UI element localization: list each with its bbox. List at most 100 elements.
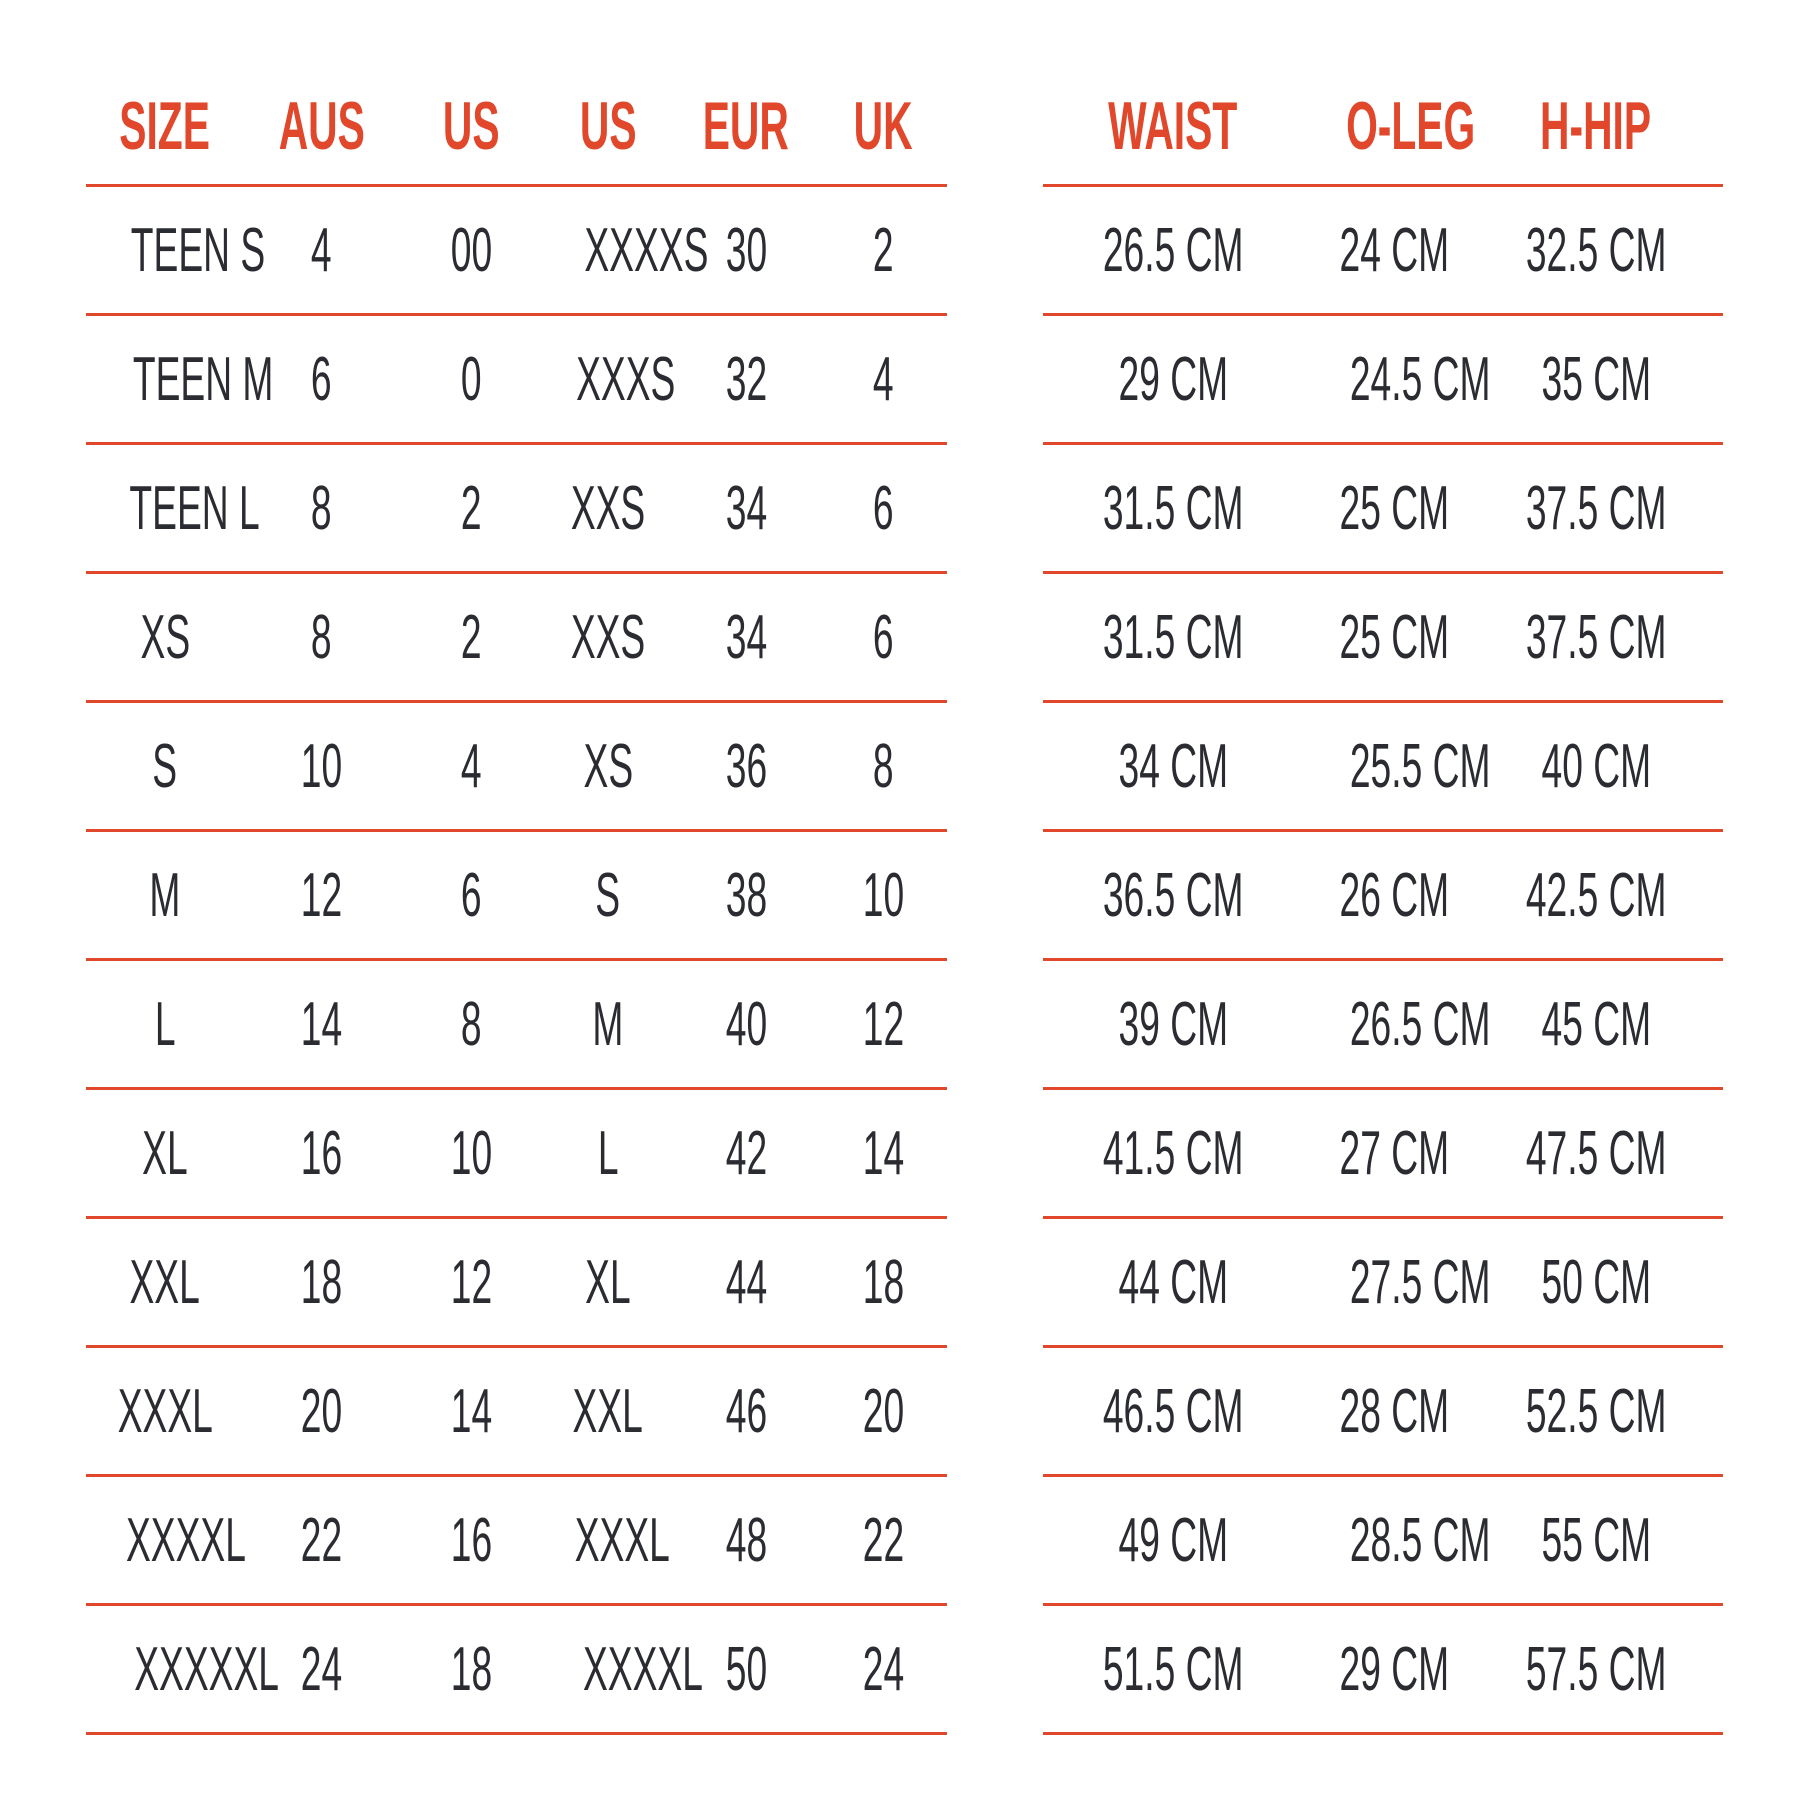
cell-text: XXL	[129, 1247, 201, 1317]
cell-text: 14	[862, 1118, 904, 1188]
table-cell: 31.5 CM	[1043, 473, 1303, 544]
cell-text: H-HIP	[1540, 88, 1652, 164]
table-cell: 16	[244, 1118, 399, 1189]
cell-text: 45 CM	[1541, 989, 1651, 1059]
cell-text: 25 CM	[1339, 473, 1450, 543]
cell-text: AUS	[278, 88, 365, 164]
cell-text: 50 CM	[1541, 1247, 1651, 1317]
table-cell: 29 CM	[1043, 344, 1303, 415]
table-cell: 22	[819, 1505, 947, 1576]
table-cell: 42	[673, 1118, 819, 1189]
table-cell: M	[86, 860, 244, 931]
cell-text: TEEN S	[130, 215, 266, 285]
cell-text: EUR	[702, 88, 790, 164]
table-row: XXXXXL 24 18 XXXXL 50 24	[86, 1606, 947, 1735]
table-cell: 29 CM	[1303, 1634, 1469, 1705]
cell-text: 14	[300, 989, 343, 1059]
table-cell: 18	[399, 1634, 543, 1705]
cell-text: 51.5 CM	[1102, 1634, 1244, 1704]
table-cell: XXXXS	[543, 215, 708, 286]
cell-text: 18	[300, 1247, 343, 1317]
cell-text: 34	[725, 602, 767, 672]
table-row: TEEN M 6 0 XXXS 32 4	[86, 316, 947, 445]
table-cell: 42.5 CM	[1469, 860, 1723, 931]
table-cell: 8	[399, 989, 543, 1060]
cell-text: 47.5 CM	[1525, 1118, 1667, 1188]
cell-text: 10	[450, 1118, 492, 1188]
cell-text: 2	[872, 215, 894, 285]
table-cell: XS	[86, 602, 244, 673]
cell-text: 24	[300, 1634, 343, 1704]
cell-text: 8	[311, 473, 332, 543]
table-cell: 27 CM	[1303, 1118, 1469, 1189]
cell-text: XXXL	[117, 1376, 213, 1446]
cell-text: 32	[725, 344, 767, 414]
cell-text: 38	[725, 860, 767, 930]
cell-text: 44 CM	[1118, 1247, 1228, 1317]
cell-text: 27.5 CM	[1349, 1247, 1491, 1317]
cell-text: 8	[872, 731, 894, 801]
cell-text: L	[597, 1118, 619, 1188]
cell-text: XXXS	[576, 344, 676, 414]
cell-text: 42.5 CM	[1525, 860, 1667, 930]
table-cell: M	[543, 989, 673, 1060]
table-cell: 26.5 CM	[1043, 215, 1303, 286]
table-cell: XS	[543, 731, 673, 802]
cell-text: UK	[853, 88, 913, 164]
cell-text: XXL	[572, 1376, 644, 1446]
table-cell: 24.5 CM	[1303, 344, 1491, 415]
table-row: L 14 8 M 40 12	[86, 961, 947, 1090]
cell-text: 20	[300, 1376, 343, 1446]
cell-text: 34	[725, 473, 767, 543]
cell-text: 2	[460, 602, 482, 672]
table-cell: XXXL	[543, 1505, 673, 1576]
cell-text: 50	[725, 1634, 767, 1704]
table-cell: 12	[819, 989, 947, 1060]
cell-text: S	[595, 860, 621, 930]
table-cell: 24 CM	[1303, 215, 1469, 286]
table-cell: 22	[244, 1505, 399, 1576]
table-cell: 46.5 CM	[1043, 1376, 1303, 1447]
cell-text: 52.5 CM	[1525, 1376, 1667, 1446]
table-cell: S	[543, 860, 673, 931]
table-cell: 2	[819, 215, 947, 286]
table-cell: 18	[819, 1247, 947, 1318]
table-cell: 34 CM	[1043, 731, 1303, 802]
table-cell: 8	[244, 473, 399, 544]
table-cell: 28 CM	[1303, 1376, 1469, 1447]
cell-text: 37.5 CM	[1525, 602, 1667, 672]
cell-text: 28 CM	[1339, 1376, 1450, 1446]
column-header: US	[399, 79, 543, 165]
table-cell: 12	[244, 860, 399, 931]
cell-text: M	[149, 860, 181, 930]
cell-text: 26 CM	[1339, 860, 1450, 930]
cell-text: 4	[872, 344, 894, 414]
column-header: US	[543, 79, 673, 165]
cell-text: 40 CM	[1541, 731, 1651, 801]
table-cell: 47.5 CM	[1469, 1118, 1723, 1189]
table-cell: 10	[399, 1118, 543, 1189]
table-cell: XXS	[543, 602, 673, 673]
cell-text: 28.5 CM	[1349, 1505, 1491, 1575]
cell-text: 16	[300, 1118, 343, 1188]
table-cell: 24	[819, 1634, 947, 1705]
cell-text: 37.5 CM	[1525, 473, 1667, 543]
table-cell: 45 CM	[1469, 989, 1723, 1060]
cell-text: 40	[725, 989, 767, 1059]
table-cell: 40	[673, 989, 819, 1060]
table-cell: 14	[244, 989, 399, 1060]
cell-text: XXXXS	[584, 215, 709, 285]
table-cell: 6	[819, 473, 947, 544]
cell-text: US	[442, 88, 500, 164]
table-row: XXL 18 12 XL 44 18	[86, 1219, 947, 1348]
table-cell: L	[543, 1118, 673, 1189]
cell-text: 12	[862, 989, 904, 1059]
table-cell: 52.5 CM	[1469, 1376, 1723, 1447]
table-cell: 6	[399, 860, 543, 931]
table-cell: 32	[673, 344, 819, 415]
table-row: 34 CM 25.5 CM 40 CM	[1043, 703, 1723, 832]
table-row: 41.5 CM 27 CM 47.5 CM	[1043, 1090, 1723, 1219]
table-cell: XXXXL	[86, 1505, 246, 1576]
cell-text: XXS	[570, 473, 646, 543]
